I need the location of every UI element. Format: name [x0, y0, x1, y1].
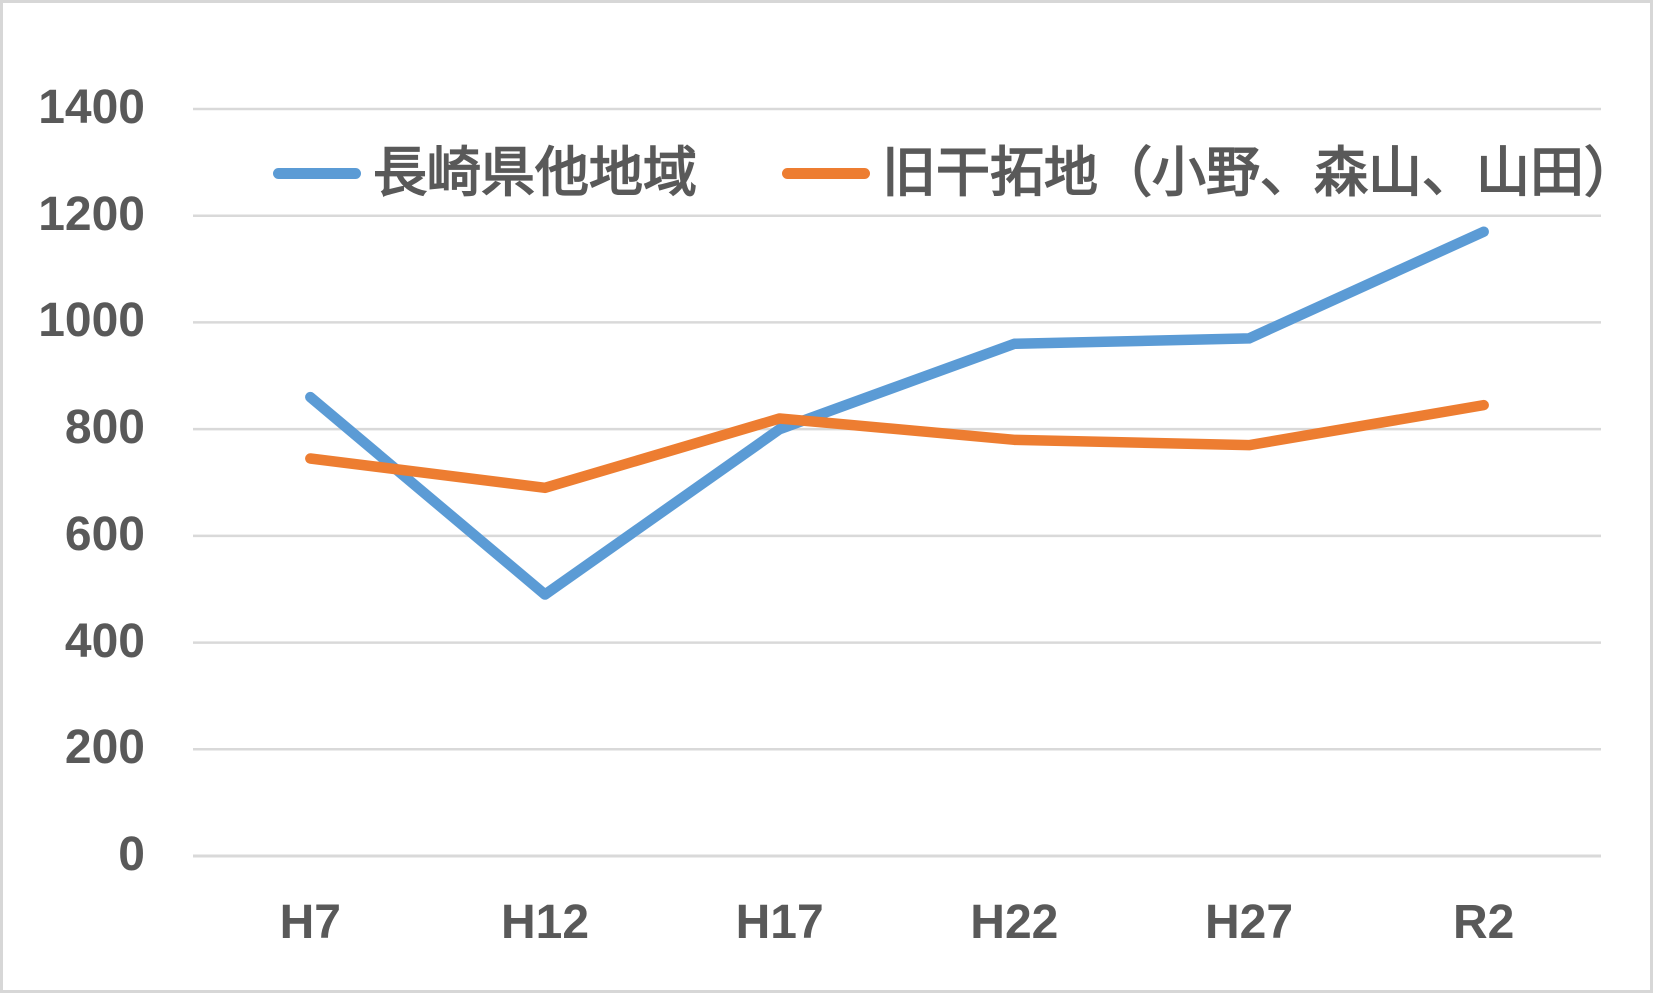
- y-tick-label-400: 400: [64, 614, 145, 668]
- series-line-0: [305, 226, 1489, 600]
- legend: 長崎県他地域 旧干拓地（小野、森山、山田）: [273, 141, 1638, 205]
- legend-label-reclaimed-land: 旧干拓地（小野、森山、山田）: [882, 143, 1638, 203]
- y-tick-label-1400: 1400: [38, 81, 145, 134]
- x-tick-label-H7: H7: [279, 896, 341, 949]
- series-line-1: [305, 399, 1489, 494]
- legend-label-nagasaki-other: 長崎県他地域: [373, 143, 697, 203]
- y-tick-label-1000: 1000: [38, 294, 145, 348]
- y-tick-label-200: 200: [64, 721, 145, 775]
- legend-line-swatch-orange-icon: [782, 167, 870, 179]
- x-tick-label-H17: H17: [735, 896, 824, 949]
- legend-item-nagasaki-other: 長崎県他地域: [273, 141, 697, 205]
- x-tick-label-H22: H22: [970, 896, 1059, 949]
- y-tick-label-0: 0: [118, 828, 145, 881]
- legend-item-reclaimed-land: 旧干拓地（小野、森山、山田）: [782, 141, 1638, 205]
- x-tick-label-H27: H27: [1204, 896, 1294, 949]
- x-tick-label-R2: R2: [1452, 896, 1515, 949]
- plot-area: [193, 107, 1601, 858]
- x-tick-label-H12: H12: [500, 896, 590, 949]
- legend-line-swatch-blue-icon: [273, 167, 361, 179]
- y-tick-label-800: 800: [64, 401, 145, 455]
- y-tick-label-600: 600: [64, 507, 145, 561]
- y-tick-label-1200: 1200: [38, 187, 145, 241]
